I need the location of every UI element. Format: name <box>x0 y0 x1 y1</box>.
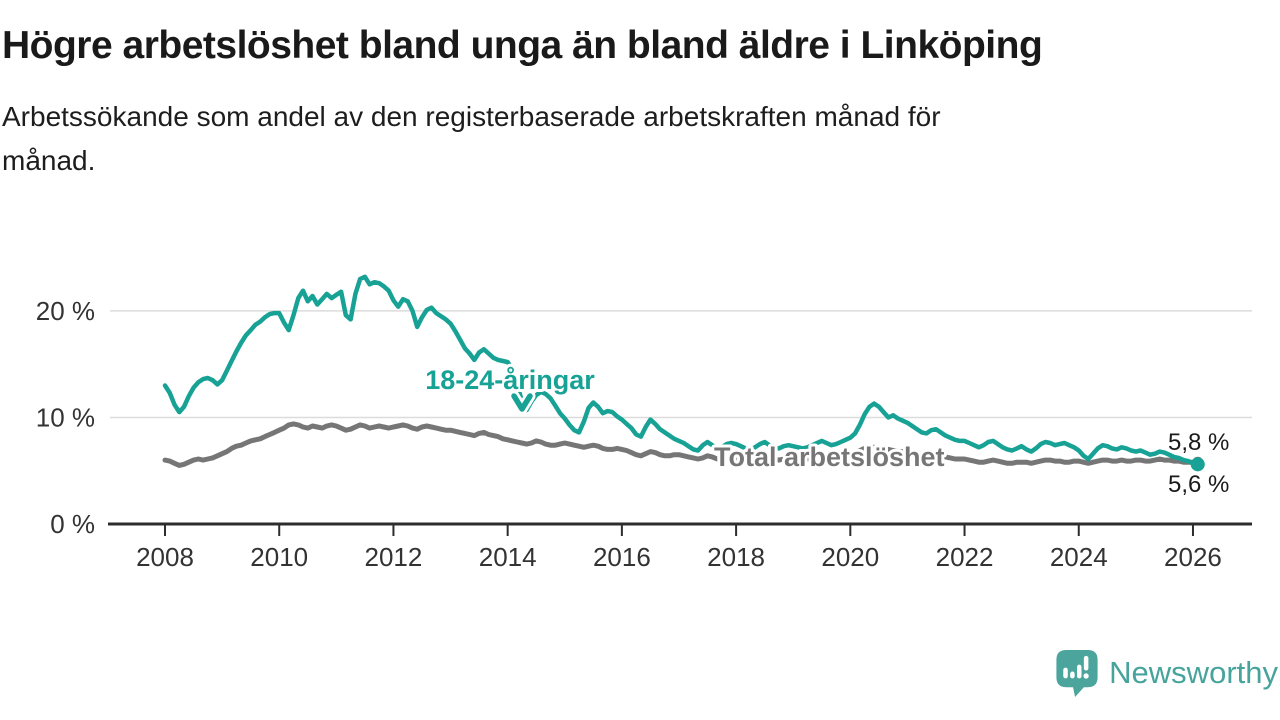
series-line-total <box>162 421 1201 468</box>
y-tick-label: 20 % <box>36 296 95 326</box>
x-tick-label: 2008 <box>136 542 194 572</box>
newsworthy-logo[interactable]: Newsworthy <box>1054 648 1278 698</box>
x-tick-label: 2026 <box>1164 542 1222 572</box>
end-value-total: 5,8 % <box>1168 429 1229 456</box>
series-label-total: Total arbetslöshet <box>714 442 945 472</box>
y-tick-label: 0 % <box>50 509 95 539</box>
chart-subtitle: Arbetssökande som andel av den registerb… <box>2 95 1278 183</box>
end-dot <box>1190 457 1205 472</box>
x-tick-label: 2022 <box>936 542 994 572</box>
x-tick-label: 2020 <box>821 542 879 572</box>
x-tick-label: 2010 <box>250 542 308 572</box>
x-tick-label: 2018 <box>707 542 765 572</box>
x-tick-label: 2012 <box>365 542 423 572</box>
newsworthy-icon <box>1056 649 1098 698</box>
label-arrow-down <box>511 393 533 412</box>
y-tick-label: 10 % <box>36 402 95 432</box>
page-title: Högre arbetslöshet bland unga än bland ä… <box>2 24 1043 67</box>
series-line-youth <box>162 274 1200 467</box>
x-tick-label: 2014 <box>479 542 537 572</box>
subtitle-line-2: månad. <box>2 144 96 176</box>
x-tick-label: 2024 <box>1050 542 1108 572</box>
chart-header: Högre arbetslöshet bland unga än bland ä… <box>2 0 1278 183</box>
series-label-youth: 18-24-åringar <box>425 365 595 395</box>
x-tick-label: 2016 <box>593 542 651 572</box>
newsworthy-wordmark: Newsworthy <box>1109 655 1278 690</box>
end-value-youth: 5,6 % <box>1168 471 1229 498</box>
subtitle-line-1: Arbetssökande som andel av den registerb… <box>2 100 941 132</box>
